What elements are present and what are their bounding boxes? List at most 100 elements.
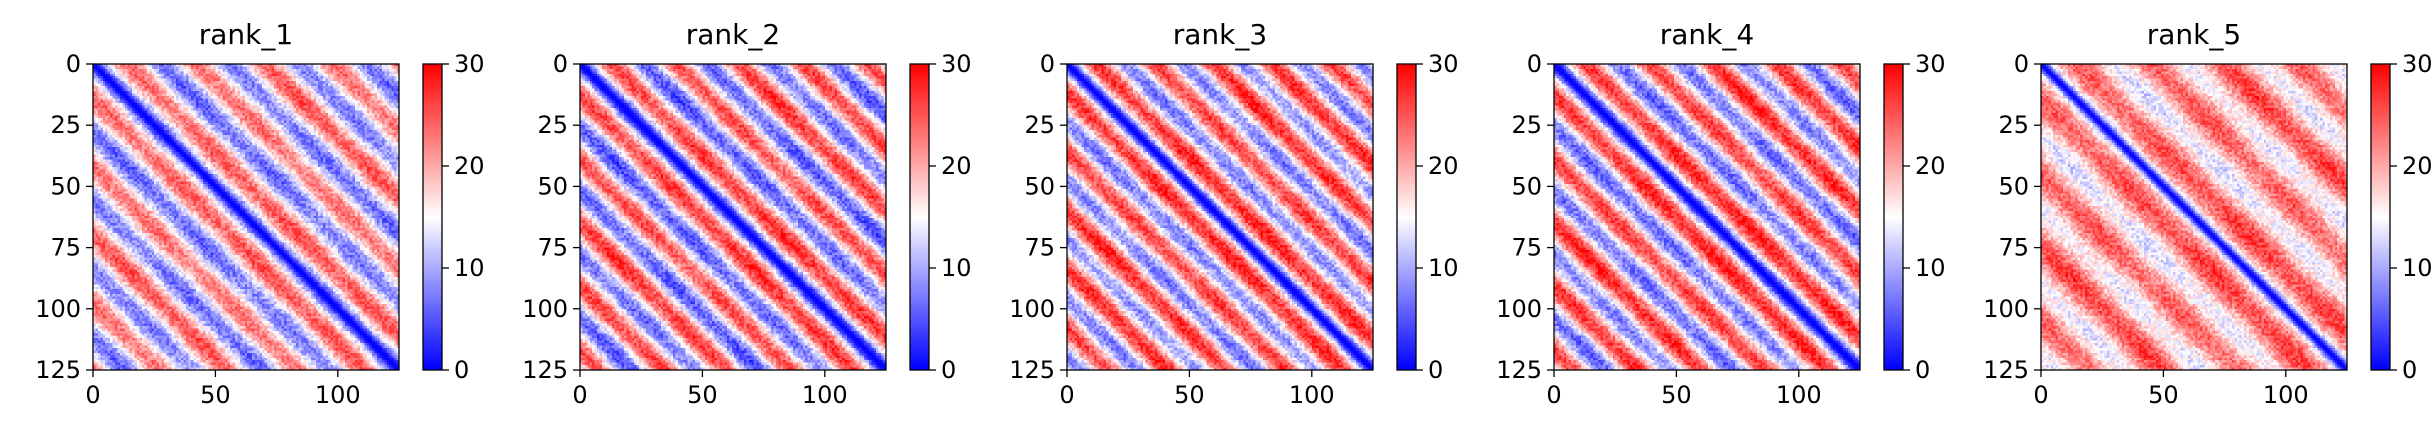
colorbar-tick-label: 10 bbox=[454, 254, 485, 282]
y-tick-label: 50 bbox=[1511, 172, 1542, 200]
colorbar-tick-label: 20 bbox=[1915, 152, 1946, 180]
y-tick-label: 75 bbox=[1511, 234, 1542, 262]
colorbar-tick-label: 0 bbox=[1428, 356, 1443, 384]
heatmap-image bbox=[1067, 64, 1373, 370]
colorbar bbox=[1884, 64, 1903, 370]
x-tick-label: 0 bbox=[1059, 381, 1074, 409]
x-tick-label: 100 bbox=[315, 381, 361, 409]
axes-frame bbox=[579, 63, 887, 371]
y-tick-label: 25 bbox=[50, 111, 81, 139]
y-tick-label: 50 bbox=[537, 172, 568, 200]
x-tick-label: 50 bbox=[200, 381, 231, 409]
y-tick-label: 0 bbox=[2014, 50, 2029, 78]
x-tick-label: 100 bbox=[1776, 381, 1822, 409]
y-tick-label: 0 bbox=[1040, 50, 1055, 78]
y-tick-label: 50 bbox=[1024, 172, 1055, 200]
y-tick-label: 25 bbox=[1024, 111, 1055, 139]
y-tick-label: 75 bbox=[537, 234, 568, 262]
colorbar-tick-label: 10 bbox=[941, 254, 972, 282]
colorbar-frame bbox=[1883, 63, 1904, 371]
y-tick-label: 125 bbox=[1009, 356, 1055, 384]
y-tick-label: 0 bbox=[553, 50, 568, 78]
colorbar-tick-label: 20 bbox=[454, 152, 485, 180]
colorbar-tick-label: 30 bbox=[2402, 50, 2433, 78]
x-tick-label: 50 bbox=[2148, 381, 2179, 409]
x-tick-label: 0 bbox=[2033, 381, 2048, 409]
y-tick-label: 125 bbox=[522, 356, 568, 384]
heatmap-panel-1: rank_1 0 25 50 75 100 125 0 50 100 0 10 20 30 bbox=[0, 0, 487, 438]
y-tick-label: 25 bbox=[1511, 111, 1542, 139]
colorbar-tick-label: 0 bbox=[941, 356, 956, 384]
colorbar-tick-label: 10 bbox=[1428, 254, 1459, 282]
axes-frame bbox=[1553, 63, 1861, 371]
colorbar-tick-label: 0 bbox=[1915, 356, 1930, 384]
y-tick-label: 75 bbox=[1998, 234, 2029, 262]
y-tick-label: 75 bbox=[50, 234, 81, 262]
panel-title: rank_4 bbox=[1660, 18, 1754, 51]
y-tick-label: 100 bbox=[35, 295, 81, 323]
heatmap-image bbox=[2041, 64, 2347, 370]
colorbar-tick-label: 0 bbox=[454, 356, 469, 384]
colorbar-tick-label: 30 bbox=[1915, 50, 1946, 78]
x-tick-label: 0 bbox=[1546, 381, 1561, 409]
colorbar-tick-label: 30 bbox=[454, 50, 485, 78]
colorbar-tick-label: 10 bbox=[1915, 254, 1946, 282]
x-tick-label: 100 bbox=[802, 381, 848, 409]
y-tick-label: 125 bbox=[35, 356, 81, 384]
heatmap-image bbox=[1554, 64, 1860, 370]
x-tick-label: 100 bbox=[2263, 381, 2309, 409]
colorbar bbox=[910, 64, 929, 370]
y-tick-label: 75 bbox=[1024, 234, 1055, 262]
y-tick-label: 125 bbox=[1496, 356, 1542, 384]
heatmap-panel-3: rank_3 0 25 50 75 100 125 0 50 100 0 10 20 30 bbox=[974, 0, 1461, 438]
y-tick-label: 25 bbox=[1998, 111, 2029, 139]
colorbar-tick-label: 30 bbox=[1428, 50, 1459, 78]
axes-frame bbox=[1066, 63, 1374, 371]
x-tick-label: 50 bbox=[687, 381, 718, 409]
colorbar bbox=[1397, 64, 1416, 370]
x-tick-label: 0 bbox=[85, 381, 100, 409]
colorbar-tick-label: 0 bbox=[2402, 356, 2417, 384]
x-tick-label: 0 bbox=[572, 381, 587, 409]
colorbar-frame bbox=[422, 63, 443, 371]
x-tick-label: 50 bbox=[1174, 381, 1205, 409]
colorbar-frame bbox=[1396, 63, 1417, 371]
heatmap-image bbox=[93, 64, 399, 370]
x-tick-label: 50 bbox=[1661, 381, 1692, 409]
x-tick-label: 100 bbox=[1289, 381, 1335, 409]
panel-title: rank_3 bbox=[1173, 18, 1267, 51]
colorbar-tick-label: 10 bbox=[2402, 254, 2433, 282]
heatmap-panel-2: rank_2 0 25 50 75 100 125 0 50 100 0 10 20 30 bbox=[487, 0, 974, 438]
y-tick-label: 50 bbox=[1998, 172, 2029, 200]
colorbar-tick-label: 20 bbox=[2402, 152, 2433, 180]
heatmap-panel-4: rank_4 0 25 50 75 100 125 0 50 100 0 10 20 30 bbox=[1461, 0, 1948, 438]
panel-title: rank_2 bbox=[686, 18, 780, 51]
colorbar bbox=[423, 64, 442, 370]
y-tick-label: 0 bbox=[1527, 50, 1542, 78]
panel-title: rank_5 bbox=[2147, 18, 2241, 51]
axes-frame bbox=[2040, 63, 2348, 371]
y-tick-label: 100 bbox=[1983, 295, 2029, 323]
y-tick-label: 50 bbox=[50, 172, 81, 200]
colorbar-tick-label: 20 bbox=[1428, 152, 1459, 180]
heatmap-panel-5: rank_5 0 25 50 75 100 125 0 50 100 0 10 20 30 bbox=[1948, 0, 2435, 438]
panel-title: rank_1 bbox=[199, 18, 293, 51]
axes-frame bbox=[92, 63, 400, 371]
colorbar-frame bbox=[909, 63, 930, 371]
colorbar-tick-label: 20 bbox=[941, 152, 972, 180]
heatmap-image bbox=[580, 64, 886, 370]
y-tick-label: 100 bbox=[522, 295, 568, 323]
colorbar-tick-label: 30 bbox=[941, 50, 972, 78]
colorbar-frame bbox=[2370, 63, 2391, 371]
colorbar bbox=[2371, 64, 2390, 370]
y-tick-label: 0 bbox=[66, 50, 81, 78]
y-tick-label: 25 bbox=[537, 111, 568, 139]
y-tick-label: 125 bbox=[1983, 356, 2029, 384]
y-tick-label: 100 bbox=[1496, 295, 1542, 323]
